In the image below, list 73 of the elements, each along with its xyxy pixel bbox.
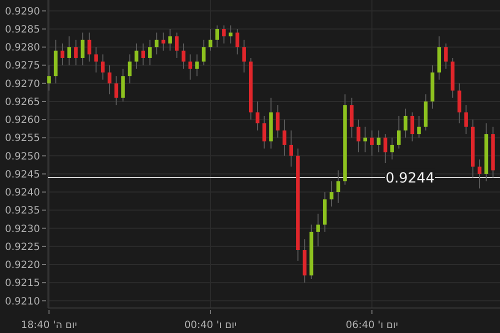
y-tick-label: 0.9285	[5, 24, 40, 36]
candlestick	[356, 119, 360, 153]
candlestick	[141, 42, 146, 66]
candlestick	[188, 54, 192, 80]
candlestick	[464, 104, 468, 135]
candlestick	[410, 112, 414, 142]
y-tick-label: 0.9255	[5, 133, 40, 144]
candlestick	[67, 36, 72, 66]
candlestick	[316, 213, 320, 247]
candlestick	[174, 32, 179, 58]
candlestick	[162, 32, 166, 52]
candlestick	[88, 32, 92, 62]
candlestick	[396, 115, 401, 150]
y-tick-label: 0.9220	[5, 260, 40, 272]
y-tick-label: 0.9280	[5, 42, 40, 54]
candlestick	[182, 42, 186, 70]
candlestick	[108, 64, 112, 95]
candlestick	[336, 170, 340, 204]
x-tick-label: יום ו' 06:40	[346, 320, 398, 331]
candlestick	[228, 24, 232, 44]
candlestick	[202, 39, 206, 66]
candlestick	[94, 46, 98, 73]
candlestick	[384, 134, 388, 164]
candlestick	[60, 42, 64, 66]
x-tick-label: יום ו' 00:40	[184, 320, 237, 331]
x-tick-label: יום ה' 18:40	[20, 320, 78, 331]
y-tick-label: 0.9245	[5, 169, 40, 180]
candlestick	[47, 64, 51, 92]
y-tick-label: 0.9225	[5, 242, 40, 253]
candlestick	[100, 54, 105, 80]
y-tick-label: 0.9240	[5, 188, 40, 199]
y-tick-label: 0.9260	[5, 115, 40, 126]
y-tick-label: 0.9250	[5, 151, 40, 162]
candlestick	[195, 54, 199, 77]
candlestick	[121, 68, 125, 102]
candlestick	[404, 108, 408, 138]
candlestick	[148, 39, 152, 66]
ref-line-label: 0.9244	[386, 170, 435, 187]
candlestick	[350, 97, 354, 138]
candlestick	[256, 100, 260, 131]
candlestick	[154, 32, 158, 55]
candlestick	[363, 126, 368, 153]
candlestick	[208, 28, 212, 52]
y-tick-label: 0.9270	[5, 78, 40, 90]
candlestick	[74, 39, 78, 66]
candlestick	[242, 39, 246, 73]
candlestick	[262, 115, 266, 150]
y-tick-label: 0.9210	[5, 296, 40, 308]
candlestick	[417, 115, 421, 138]
candlestick	[168, 28, 172, 52]
candlestick	[370, 130, 374, 156]
candlestick	[282, 119, 286, 156]
candlestick	[376, 130, 380, 153]
candlestick	[236, 28, 240, 55]
candlestick	[80, 32, 84, 66]
candlestick	[444, 42, 448, 70]
candlestick	[330, 180, 334, 208]
candlestick	[390, 137, 394, 160]
candlestick	[134, 42, 138, 70]
y-tick-label: 0.9265	[5, 96, 40, 108]
y-tick-label: 0.9215	[5, 278, 40, 290]
candlestick	[478, 158, 482, 189]
y-tick-label: 0.9230	[5, 224, 40, 235]
y-tick-label: 0.9275	[5, 60, 40, 72]
candlestick	[222, 24, 226, 44]
y-tick-label: 0.9235	[5, 206, 40, 217]
candlestick	[215, 24, 220, 48]
candlestick	[458, 82, 462, 124]
candlestick	[289, 130, 294, 168]
candlestick	[114, 76, 118, 106]
candlestick	[128, 54, 132, 84]
candlestick	[276, 104, 280, 138]
y-tick-label: 0.9290	[5, 6, 40, 18]
